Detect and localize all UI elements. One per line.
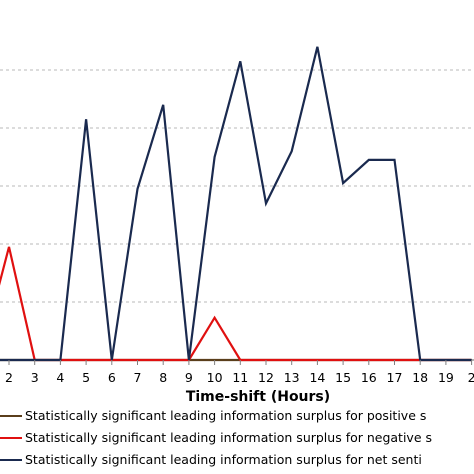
x-tick-label: 8 — [159, 370, 167, 385]
legend-label-negative: Statistically significant leading inform… — [25, 430, 433, 445]
legend: Statistically significant leading inform… — [0, 403, 474, 474]
x-tick-label: 4 — [56, 370, 64, 385]
x-tick-label: 2 — [5, 370, 13, 385]
x-tick-label: 2 — [468, 370, 474, 385]
x-tick-label: 5 — [82, 370, 90, 385]
series-line-2 — [0, 46, 472, 362]
x-tick-label: 13 — [284, 370, 300, 385]
x-tick-label: 17 — [387, 370, 403, 385]
x-tick-label: 9 — [185, 370, 193, 385]
legend-swatch-positive — [0, 415, 22, 417]
x-tick-label: 10 — [207, 370, 223, 385]
legend-swatch-net — [0, 459, 22, 461]
series-lines — [0, 46, 472, 362]
legend-swatch-negative — [0, 437, 22, 439]
x-tick-label: 18 — [412, 370, 428, 385]
x-tick-label: 12 — [258, 370, 274, 385]
x-tick-labels: 2 3 4 5 6 7 8 9 10 11 12 13 14 15 16 17 18 19 2 — [5, 360, 474, 385]
x-tick-label: 15 — [335, 370, 351, 385]
x-tick-label: 19 — [438, 370, 454, 385]
x-tick-label: 3 — [31, 370, 39, 385]
x-tick-label: 11 — [232, 370, 248, 385]
legend-label-positive: Statistically significant leading inform… — [25, 408, 427, 423]
x-tick-label: 14 — [309, 370, 325, 385]
x-tick-label: 7 — [134, 370, 142, 385]
legend-label-net: Statistically significant leading inform… — [25, 452, 422, 467]
x-tick-label: 6 — [108, 370, 116, 385]
x-tick-label: 16 — [361, 370, 377, 385]
x-axis-title: Time-shift (Hours) — [186, 389, 330, 405]
